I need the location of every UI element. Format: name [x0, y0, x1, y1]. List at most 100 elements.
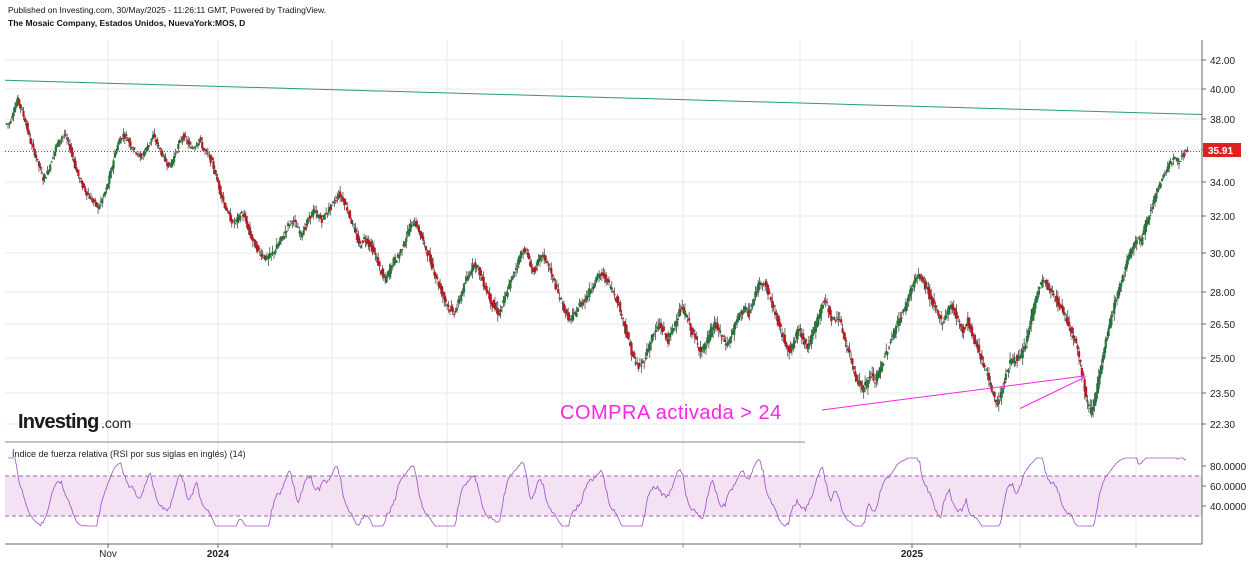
- candle-body: [989, 382, 992, 386]
- candle-body: [222, 196, 225, 202]
- candle-body: [40, 172, 43, 174]
- candle-body: [39, 166, 42, 169]
- candle-body: [417, 226, 421, 233]
- candle-body: [602, 272, 605, 274]
- candle-body: [505, 292, 508, 297]
- candle-body: [403, 241, 406, 247]
- candle-body: [1182, 153, 1185, 158]
- candle-body: [236, 216, 239, 223]
- candle-body: [402, 244, 405, 246]
- price-tick-label: 23.50: [1210, 389, 1235, 400]
- candle-body: [637, 362, 640, 370]
- candle-body: [320, 218, 323, 223]
- candle-body: [1138, 238, 1141, 240]
- candle-body: [205, 150, 208, 152]
- candle-body: [194, 147, 197, 149]
- candle-body: [645, 348, 649, 356]
- candle-body: [1007, 369, 1010, 373]
- candle-body: [448, 309, 452, 312]
- candle-body: [813, 326, 816, 332]
- candle-body: [552, 278, 556, 281]
- candle-body: [1145, 220, 1148, 227]
- candle-body: [485, 285, 488, 292]
- time-tick-label: Nov: [99, 549, 117, 560]
- candle-body: [1084, 386, 1088, 397]
- candle-body: [172, 156, 176, 163]
- candle-body: [614, 298, 618, 302]
- upper-trendline[interactable]: [4, 79, 1203, 115]
- candle-body: [859, 381, 862, 386]
- candle-body: [348, 210, 352, 219]
- candle-body: [1087, 404, 1090, 406]
- candle-body: [703, 343, 706, 350]
- candle-body: [92, 199, 95, 203]
- candle-body: [954, 308, 957, 316]
- candle-body: [952, 307, 955, 311]
- candle-body: [63, 134, 66, 136]
- candle-body: [484, 285, 487, 289]
- candle-body: [33, 149, 36, 156]
- candle-body: [120, 137, 124, 139]
- candle-body: [126, 140, 129, 142]
- candle-body: [592, 286, 595, 289]
- published-note: Published on Investing.com, 30/May/2025 …: [8, 5, 326, 15]
- candle-body: [1180, 155, 1183, 157]
- candle-body: [668, 332, 671, 338]
- candle-body: [399, 249, 402, 253]
- candle-body: [1069, 328, 1072, 332]
- candle-body: [920, 278, 923, 280]
- candle-body: [1172, 157, 1175, 161]
- candle-body: [1100, 365, 1103, 375]
- candle-body: [15, 102, 18, 107]
- candle-body: [112, 160, 115, 169]
- candle-body: [1148, 215, 1151, 221]
- candle-body: [963, 327, 967, 330]
- candle-body: [852, 366, 855, 370]
- candle-body: [561, 302, 564, 304]
- candle-body: [721, 335, 725, 337]
- candle-body: [630, 342, 633, 356]
- candle-body: [800, 333, 803, 338]
- candle-body: [405, 237, 408, 243]
- candle-body: [29, 137, 32, 144]
- candle-body: [239, 215, 242, 221]
- candle-body: [1020, 354, 1023, 356]
- candle-body: [264, 255, 267, 260]
- candle-body: [627, 332, 630, 339]
- logo-suffix: .com: [101, 415, 131, 431]
- candle-body: [889, 341, 892, 344]
- buy-trendline[interactable]: [1019, 376, 1087, 409]
- candle-body: [669, 333, 672, 335]
- candle-body: [600, 272, 604, 276]
- candle-body: [181, 137, 184, 140]
- candle-body: [479, 270, 482, 276]
- candle-body: [438, 283, 442, 289]
- candle-body: [5, 123, 8, 125]
- candle-body: [761, 283, 764, 285]
- candle-body: [61, 136, 64, 138]
- candle-body: [115, 150, 118, 154]
- candle-body: [903, 308, 906, 311]
- time-axis: Nov 2024 2025: [99, 544, 1137, 560]
- candle-body: [436, 276, 439, 279]
- candle-body: [160, 150, 163, 156]
- candle-body: [80, 180, 83, 182]
- candle-body: [123, 136, 126, 139]
- candle-body: [1113, 302, 1116, 314]
- candle-body: [607, 279, 611, 283]
- candle-body: [910, 288, 913, 294]
- candle-body: [381, 269, 384, 275]
- candle-body: [1045, 279, 1048, 285]
- candle-body: [887, 347, 891, 349]
- candle-body: [1149, 209, 1152, 212]
- candle-body: [541, 254, 544, 256]
- candle-body: [1162, 174, 1165, 178]
- candle-body: [495, 309, 498, 311]
- candle-body: [457, 299, 460, 304]
- candle-body: [699, 346, 702, 353]
- candle-body: [593, 283, 596, 287]
- candle-body: [1146, 217, 1150, 225]
- candle-body: [341, 197, 345, 202]
- candle-body: [427, 250, 430, 255]
